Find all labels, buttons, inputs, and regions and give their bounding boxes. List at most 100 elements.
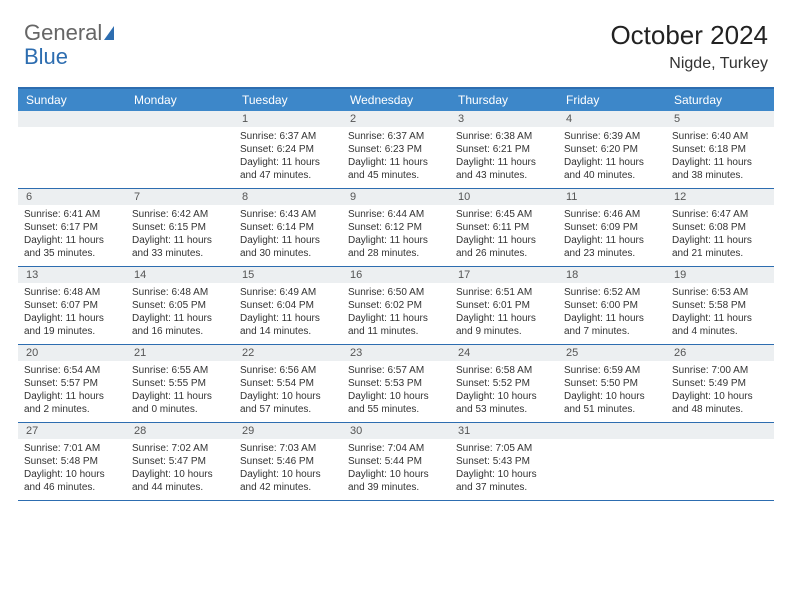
sunset-text: Sunset: 6:23 PM	[348, 143, 444, 156]
sunset-text: Sunset: 6:17 PM	[24, 221, 120, 234]
daylight-text: Daylight: 10 hours and 46 minutes.	[24, 468, 120, 494]
sunrise-text: Sunrise: 6:50 AM	[348, 286, 444, 299]
daylight-text: Daylight: 10 hours and 44 minutes.	[132, 468, 228, 494]
day-number: 6	[18, 189, 126, 205]
sunrise-text: Sunrise: 6:41 AM	[24, 208, 120, 221]
day-cell: Sunrise: 6:40 AMSunset: 6:18 PMDaylight:…	[666, 127, 774, 188]
day-number: 27	[18, 423, 126, 439]
day-cell: Sunrise: 6:42 AMSunset: 6:15 PMDaylight:…	[126, 205, 234, 266]
day-number	[666, 423, 774, 439]
title-block: October 2024 Nigde, Turkey	[610, 20, 768, 73]
sunrise-text: Sunrise: 6:43 AM	[240, 208, 336, 221]
daylight-text: Daylight: 11 hours and 7 minutes.	[564, 312, 660, 338]
sunrise-text: Sunrise: 6:49 AM	[240, 286, 336, 299]
sunset-text: Sunset: 6:11 PM	[456, 221, 552, 234]
sunset-text: Sunset: 5:57 PM	[24, 377, 120, 390]
sunset-text: Sunset: 5:47 PM	[132, 455, 228, 468]
week-row: Sunrise: 6:54 AMSunset: 5:57 PMDaylight:…	[18, 361, 774, 423]
day-cell: Sunrise: 7:02 AMSunset: 5:47 PMDaylight:…	[126, 439, 234, 500]
day-number: 20	[18, 345, 126, 361]
location-label: Nigde, Turkey	[610, 55, 768, 73]
daylight-text: Daylight: 10 hours and 48 minutes.	[672, 390, 768, 416]
daylight-text: Daylight: 11 hours and 0 minutes.	[132, 390, 228, 416]
day-cell	[126, 127, 234, 188]
day-number: 22	[234, 345, 342, 361]
day-number: 18	[558, 267, 666, 283]
day-number: 3	[450, 111, 558, 127]
sunset-text: Sunset: 6:14 PM	[240, 221, 336, 234]
day-cell: Sunrise: 7:01 AMSunset: 5:48 PMDaylight:…	[18, 439, 126, 500]
day-cell: Sunrise: 6:48 AMSunset: 6:07 PMDaylight:…	[18, 283, 126, 344]
day-cell	[666, 439, 774, 500]
sunrise-text: Sunrise: 6:46 AM	[564, 208, 660, 221]
sunrise-text: Sunrise: 6:44 AM	[348, 208, 444, 221]
sunset-text: Sunset: 6:21 PM	[456, 143, 552, 156]
sunset-text: Sunset: 6:09 PM	[564, 221, 660, 234]
sunset-text: Sunset: 6:04 PM	[240, 299, 336, 312]
day-number: 2	[342, 111, 450, 127]
day-cell: Sunrise: 6:37 AMSunset: 6:23 PMDaylight:…	[342, 127, 450, 188]
daylight-text: Daylight: 11 hours and 9 minutes.	[456, 312, 552, 338]
daylight-text: Daylight: 11 hours and 4 minutes.	[672, 312, 768, 338]
daynum-row: 2728293031	[18, 423, 774, 439]
sunrise-text: Sunrise: 6:47 AM	[672, 208, 768, 221]
daylight-text: Daylight: 11 hours and 43 minutes.	[456, 156, 552, 182]
sunset-text: Sunset: 6:00 PM	[564, 299, 660, 312]
sunset-text: Sunset: 5:55 PM	[132, 377, 228, 390]
day-number: 19	[666, 267, 774, 283]
sunrise-text: Sunrise: 6:37 AM	[240, 130, 336, 143]
daylight-text: Daylight: 10 hours and 53 minutes.	[456, 390, 552, 416]
header: General October 2024 Nigde, Turkey	[0, 0, 792, 81]
day-number: 17	[450, 267, 558, 283]
day-number	[18, 111, 126, 127]
sunrise-text: Sunrise: 7:01 AM	[24, 442, 120, 455]
day-cell: Sunrise: 6:54 AMSunset: 5:57 PMDaylight:…	[18, 361, 126, 422]
day-number: 4	[558, 111, 666, 127]
day-cell: Sunrise: 6:37 AMSunset: 6:24 PMDaylight:…	[234, 127, 342, 188]
daylight-text: Daylight: 10 hours and 57 minutes.	[240, 390, 336, 416]
daylight-text: Daylight: 11 hours and 14 minutes.	[240, 312, 336, 338]
daylight-text: Daylight: 11 hours and 2 minutes.	[24, 390, 120, 416]
day-number: 11	[558, 189, 666, 205]
day-number: 28	[126, 423, 234, 439]
dow-sat: Saturday	[666, 89, 774, 111]
day-cell: Sunrise: 7:00 AMSunset: 5:49 PMDaylight:…	[666, 361, 774, 422]
day-number: 23	[342, 345, 450, 361]
day-number: 10	[450, 189, 558, 205]
day-cell: Sunrise: 6:47 AMSunset: 6:08 PMDaylight:…	[666, 205, 774, 266]
day-cell: Sunrise: 6:45 AMSunset: 6:11 PMDaylight:…	[450, 205, 558, 266]
sunrise-text: Sunrise: 6:54 AM	[24, 364, 120, 377]
daylight-text: Daylight: 11 hours and 11 minutes.	[348, 312, 444, 338]
sunrise-text: Sunrise: 6:38 AM	[456, 130, 552, 143]
sunset-text: Sunset: 6:24 PM	[240, 143, 336, 156]
sunrise-text: Sunrise: 6:59 AM	[564, 364, 660, 377]
sunrise-text: Sunrise: 6:56 AM	[240, 364, 336, 377]
sunset-text: Sunset: 6:01 PM	[456, 299, 552, 312]
sunrise-text: Sunrise: 6:51 AM	[456, 286, 552, 299]
day-cell: Sunrise: 6:41 AMSunset: 6:17 PMDaylight:…	[18, 205, 126, 266]
day-cell: Sunrise: 6:38 AMSunset: 6:21 PMDaylight:…	[450, 127, 558, 188]
sunset-text: Sunset: 6:07 PM	[24, 299, 120, 312]
dow-sun: Sunday	[18, 89, 126, 111]
day-number: 29	[234, 423, 342, 439]
sunrise-text: Sunrise: 7:05 AM	[456, 442, 552, 455]
sunset-text: Sunset: 6:15 PM	[132, 221, 228, 234]
sunset-text: Sunset: 6:12 PM	[348, 221, 444, 234]
sunset-text: Sunset: 6:08 PM	[672, 221, 768, 234]
daylight-text: Daylight: 11 hours and 21 minutes.	[672, 234, 768, 260]
week-row: Sunrise: 6:48 AMSunset: 6:07 PMDaylight:…	[18, 283, 774, 345]
sunrise-text: Sunrise: 7:04 AM	[348, 442, 444, 455]
sunrise-text: Sunrise: 6:45 AM	[456, 208, 552, 221]
day-cell: Sunrise: 6:51 AMSunset: 6:01 PMDaylight:…	[450, 283, 558, 344]
logo-triangle-icon	[104, 26, 114, 40]
daylight-text: Daylight: 11 hours and 47 minutes.	[240, 156, 336, 182]
sunset-text: Sunset: 5:43 PM	[456, 455, 552, 468]
day-cell: Sunrise: 6:56 AMSunset: 5:54 PMDaylight:…	[234, 361, 342, 422]
daylight-text: Daylight: 11 hours and 28 minutes.	[348, 234, 444, 260]
week-row: Sunrise: 6:41 AMSunset: 6:17 PM Daylight:…	[18, 205, 774, 267]
day-number: 21	[126, 345, 234, 361]
logo-text-2: Blue	[24, 44, 68, 69]
day-cell: Sunrise: 7:03 AMSunset: 5:46 PMDaylight:…	[234, 439, 342, 500]
daylight-text: Daylight: 11 hours and 45 minutes.	[348, 156, 444, 182]
dow-wed: Wednesday	[342, 89, 450, 111]
